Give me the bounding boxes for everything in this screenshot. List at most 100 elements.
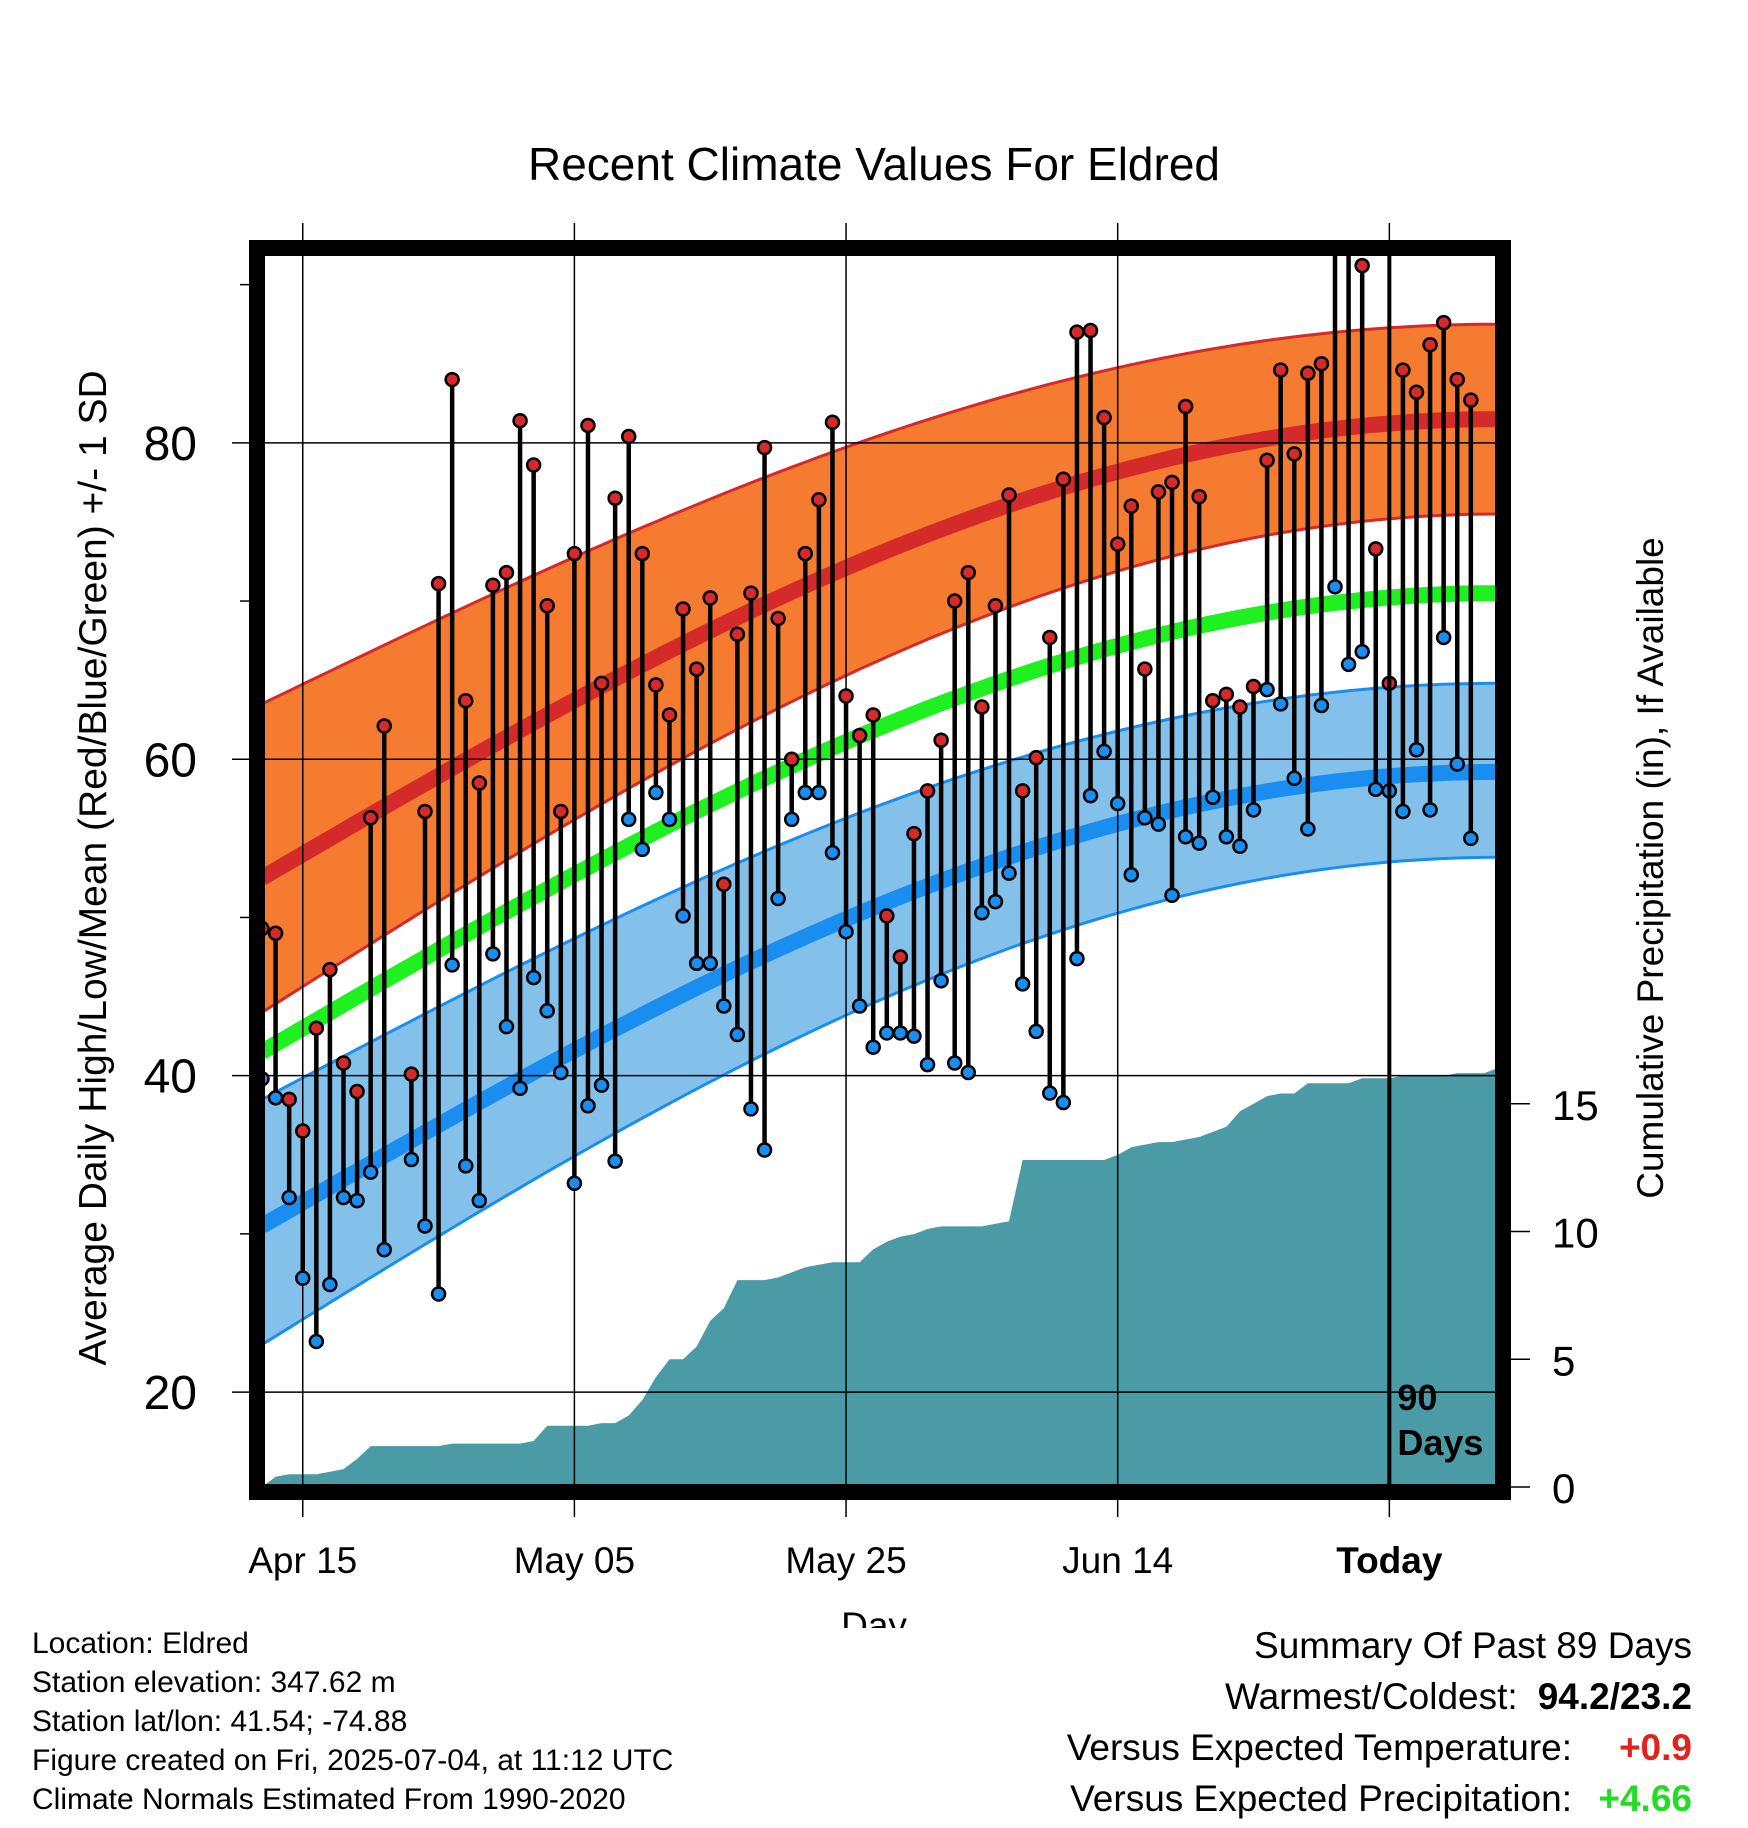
daily-low-point bbox=[593, 1077, 610, 1093]
daily-low-point bbox=[811, 784, 827, 801]
daily-high-point bbox=[1395, 362, 1411, 378]
daily-low-point bbox=[1272, 696, 1289, 712]
daily-high-point bbox=[620, 428, 637, 445]
daily-high-point bbox=[1137, 661, 1153, 677]
daily-low-point bbox=[1150, 816, 1167, 832]
daily-low-point bbox=[607, 1153, 623, 1169]
daily-high-point bbox=[267, 925, 284, 942]
daily-high-point bbox=[1342, 212, 1355, 225]
daily-low-point bbox=[1232, 838, 1248, 855]
daily-high-point bbox=[743, 585, 759, 601]
daily-low-point bbox=[553, 1064, 569, 1081]
chart-title: Recent Climate Values For Eldred bbox=[528, 138, 1220, 190]
daily-low-point bbox=[620, 811, 637, 828]
daily-low-point bbox=[702, 955, 718, 972]
daily-high-point bbox=[1177, 398, 1194, 415]
summary-precip-row: Versus Expected Precipitation: +4.66 bbox=[1067, 1773, 1692, 1824]
daily-high-point bbox=[1245, 678, 1262, 695]
daily-high-point bbox=[1069, 324, 1085, 340]
y-tick-label: 80 bbox=[144, 418, 197, 471]
daily-high-point bbox=[1191, 488, 1207, 505]
daily-low-point bbox=[1463, 830, 1479, 847]
daily-low-point bbox=[661, 811, 678, 828]
daily-low-point bbox=[417, 1218, 433, 1234]
daily-low-point bbox=[485, 946, 501, 962]
daily-high-point bbox=[716, 876, 732, 892]
daily-low-point bbox=[974, 904, 990, 921]
daily-high-point bbox=[906, 825, 922, 842]
daily-low-point bbox=[648, 784, 664, 801]
daily-high-point bbox=[362, 810, 379, 826]
daily-low-point bbox=[403, 1151, 420, 1168]
axes: Apr 15 May 05 May 25 Jun 14 Today 20 40 60 80 0 5 1… bbox=[144, 223, 1599, 1581]
y-tick-label: 60 bbox=[144, 734, 197, 787]
x-axis-label: Day bbox=[841, 1605, 907, 1628]
daily-low-point bbox=[906, 1028, 922, 1044]
daily-high-point bbox=[648, 677, 664, 693]
daily-low-point bbox=[457, 1158, 474, 1174]
daily-low-point bbox=[688, 955, 705, 972]
x-tick-label: May 25 bbox=[785, 1540, 906, 1581]
daily-low-point bbox=[1408, 742, 1425, 758]
daily-low-point bbox=[267, 1090, 284, 1106]
daily-high-point bbox=[553, 803, 569, 820]
daily-low-point bbox=[308, 1333, 325, 1350]
daily-low-point bbox=[1096, 743, 1112, 760]
daily-high-point bbox=[634, 545, 651, 562]
daily-low-point bbox=[1055, 1094, 1072, 1111]
daily-high-point bbox=[607, 490, 623, 506]
daily-high-point bbox=[1435, 314, 1452, 331]
daily-low-point bbox=[1368, 781, 1384, 798]
daily-low-point bbox=[1028, 1023, 1044, 1040]
daily-low-point bbox=[1137, 810, 1153, 826]
daily-low-point bbox=[498, 1018, 515, 1035]
daily-low-point bbox=[322, 1276, 338, 1293]
y-axis-label: Average Daily High/Low/Mean (Red/Blue/Gr… bbox=[72, 370, 115, 1365]
daily-high-points bbox=[262, 212, 1479, 1139]
daily-high-point bbox=[335, 1055, 352, 1071]
daily-high-point bbox=[430, 575, 447, 592]
daily-high-point bbox=[688, 661, 705, 677]
daily-low-point bbox=[879, 1025, 895, 1041]
days-annotation-number: 90 bbox=[1397, 1377, 1437, 1418]
daily-low-point bbox=[376, 1241, 392, 1258]
daily-high-point bbox=[349, 1083, 365, 1100]
x-tick-label: Apr 15 bbox=[248, 1540, 357, 1581]
daily-low-point bbox=[838, 923, 854, 940]
daily-high-point bbox=[1109, 536, 1126, 552]
daily-high-point bbox=[865, 707, 881, 723]
daily-high-point bbox=[756, 439, 773, 456]
daily-low-points bbox=[262, 579, 1479, 1350]
daily-high-point bbox=[1150, 484, 1167, 500]
daily-high-point bbox=[1096, 409, 1112, 426]
daily-high-point bbox=[457, 692, 474, 709]
daily-high-point bbox=[1354, 257, 1370, 274]
y2-tick-label: 15 bbox=[1552, 1082, 1599, 1129]
summary-warm-cold-row: Warmest/Coldest: 94.2/23.2 bbox=[1067, 1671, 1692, 1722]
daily-low-point bbox=[987, 893, 1004, 910]
daily-low-point bbox=[743, 1101, 759, 1117]
days-annotation-label: Days bbox=[1397, 1422, 1483, 1463]
daily-high-point bbox=[987, 598, 1004, 614]
precip-value: +4.66 bbox=[1598, 1778, 1692, 1819]
precip-area bbox=[262, 1068, 1498, 1487]
daily-low-point bbox=[946, 1055, 963, 1071]
daily-high-point bbox=[960, 564, 977, 581]
daily-high-point bbox=[322, 961, 338, 978]
daily-low-point bbox=[430, 1286, 447, 1302]
daily-low-point bbox=[1300, 821, 1316, 837]
daily-high-point bbox=[1408, 384, 1425, 400]
daily-low-point bbox=[729, 1026, 746, 1043]
daily-low-point bbox=[770, 890, 786, 907]
daily-high-point bbox=[471, 775, 488, 791]
daily-high-point bbox=[824, 414, 841, 431]
daily-high-point bbox=[1329, 223, 1342, 236]
daily-high-point bbox=[770, 610, 786, 627]
latlon-text: Station lat/lon: 41.54; -74.88 bbox=[32, 1705, 408, 1738]
daily-high-point bbox=[444, 371, 460, 388]
daily-low-point bbox=[1001, 865, 1017, 881]
daily-low-point bbox=[675, 908, 691, 924]
normals-note-text: Climate Normals Estimated From 1990-2020 bbox=[32, 1783, 626, 1816]
y-tick-label: 20 bbox=[144, 1367, 197, 1420]
